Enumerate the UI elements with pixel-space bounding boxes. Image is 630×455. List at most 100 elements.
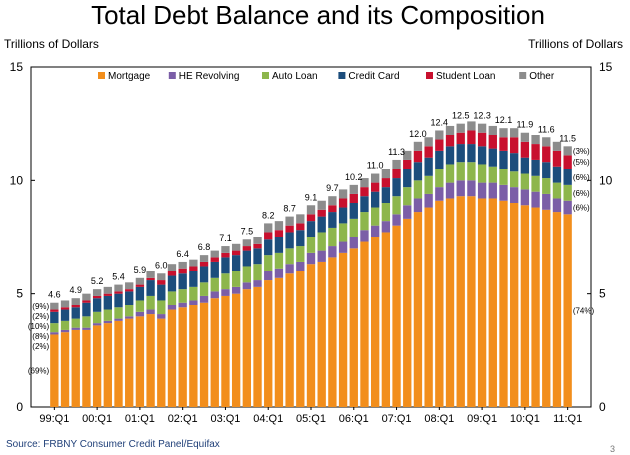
bar-segment-other [456, 123, 465, 133]
bar-segment-he-revolving [381, 221, 391, 233]
x-tick-label: 03:Q1 [210, 413, 240, 425]
bar-segment-student-loan [563, 155, 572, 169]
bar-segment-he-revolving [167, 305, 177, 310]
bar-segment-other [563, 146, 572, 156]
composition-share-label: (8%) [32, 332, 49, 341]
bar-segment-student-loan [296, 223, 305, 231]
y-tick-label-left: 10 [10, 173, 24, 187]
bar-segment-auto-loan [60, 320, 70, 330]
bar-segment-student-loan [92, 295, 102, 299]
bar-segment-mortgage [338, 252, 348, 407]
bar-segment-student-loan [114, 291, 123, 294]
bar-segment-auto-loan [199, 282, 209, 296]
bar-total-label: 12.3 [473, 111, 491, 121]
bar-total-label: 8.2 [262, 210, 275, 220]
bar-segment-credit-card [403, 169, 412, 188]
bar-segment-auto-loan [82, 316, 91, 328]
bar-segment-other [360, 178, 369, 188]
bar-segment-other [349, 184, 358, 194]
bar-segment-auto-loan [146, 295, 155, 310]
x-tick-label: 08:Q1 [424, 413, 454, 425]
bar-segment-auto-loan [125, 305, 134, 317]
bar-segment-student-loan [253, 243, 262, 249]
bar-segment-mortgage [189, 305, 198, 407]
bar-segment-mortgage [488, 198, 497, 407]
bar-segment-auto-loan [445, 164, 455, 183]
bar-segment-he-revolving [92, 323, 102, 326]
bar-segment-student-loan [285, 225, 294, 233]
bar-segment-other [328, 196, 337, 206]
bar-segment-other [424, 137, 433, 147]
bar-segment-mortgage [328, 257, 337, 407]
bar-segment-student-loan [82, 300, 91, 303]
bar-segment-credit-card [531, 159, 540, 176]
bar-segment-mortgage [306, 264, 316, 407]
bar-segment-he-revolving [103, 320, 112, 324]
composition-share-label: (10%) [28, 322, 50, 331]
y-tick-label-right: 5 [599, 287, 606, 301]
bar-segment-credit-card [50, 311, 59, 324]
bar-segment-credit-card [71, 307, 80, 319]
bar-total-label: 6.0 [155, 260, 168, 270]
bar-segment-auto-loan [296, 246, 305, 262]
bar-segment-credit-card [552, 166, 562, 183]
bar-segment-mortgage [71, 329, 80, 407]
bar-segment-credit-card [189, 271, 198, 287]
bar-segment-auto-loan [349, 218, 358, 237]
bar-segment-mortgage [135, 316, 145, 407]
bar-segment-auto-loan [563, 184, 572, 201]
x-tick-label: 02:Q1 [168, 413, 198, 425]
bar-segment-student-loan [435, 139, 444, 151]
bar-total-label: 6.4 [176, 249, 189, 259]
x-ticks-group: 99:Q1 00:Q1 01:Q1 02:Q1 03:Q1 04:Q1 05:Q1 06:Q1… [39, 407, 582, 425]
bar-segment-he-revolving [146, 309, 155, 315]
bar-segment-mortgage [360, 241, 369, 407]
bar-segment-student-loan [103, 293, 112, 296]
bar-segment-credit-card [135, 286, 145, 301]
bar-segment-credit-card [338, 207, 348, 224]
x-tick-label: 00:Q1 [82, 413, 112, 425]
bar-segment-he-revolving [370, 225, 380, 237]
bar-segment-other [210, 250, 219, 258]
page-number: 3 [610, 444, 615, 454]
bar-segment-credit-card [349, 203, 358, 219]
bar-segment-student-loan [520, 141, 530, 158]
bar-segment-credit-card [103, 295, 112, 310]
x-tick-label: 09:Q1 [467, 413, 497, 425]
y-tick-label-right: 0 [599, 400, 606, 414]
bar-segment-he-revolving [477, 182, 487, 199]
bar-segment-student-loan [221, 252, 230, 258]
bar-segment-credit-card [125, 291, 134, 305]
bar-segment-auto-loan [413, 180, 423, 199]
bar-segment-other [199, 255, 209, 262]
bar-segment-mortgage [50, 334, 59, 407]
bar-segment-student-loan [199, 261, 209, 267]
legend-label: Mortgage [108, 71, 151, 82]
bar-segment-other [264, 223, 273, 233]
bar-segment-mortgage [477, 198, 487, 407]
bar-segment-mortgage [349, 248, 358, 407]
bar-segment-credit-card [328, 212, 337, 228]
bar-segment-student-loan [531, 144, 540, 160]
bar-segment-student-loan [403, 159, 412, 169]
bar-segment-he-revolving [435, 187, 444, 201]
chart-title: Total Debt Balance and its Composition [91, 0, 545, 30]
x-tick-label: 04:Q1 [253, 413, 283, 425]
bar-segment-student-loan [542, 146, 551, 163]
bar-segment-other [488, 125, 497, 135]
bar-total-label: 11.6 [538, 124, 555, 134]
bar-segment-credit-card [467, 144, 476, 163]
bar-segment-credit-card [563, 169, 572, 185]
y-tick-label-left: 0 [16, 400, 23, 414]
bar-segment-auto-loan [274, 252, 284, 269]
bar-segment-auto-loan [71, 318, 80, 328]
bar-segment-mortgage [157, 318, 166, 407]
bar-segment-credit-card [231, 255, 241, 271]
bar-segment-student-loan [488, 135, 497, 149]
bar-segment-other [285, 216, 294, 226]
bar-segment-student-loan [146, 277, 155, 281]
bar-segment-student-loan [189, 266, 198, 271]
bar-segment-he-revolving [199, 295, 209, 303]
bar-segment-credit-card [242, 250, 252, 267]
legend-swatch-credit-card [338, 72, 346, 79]
